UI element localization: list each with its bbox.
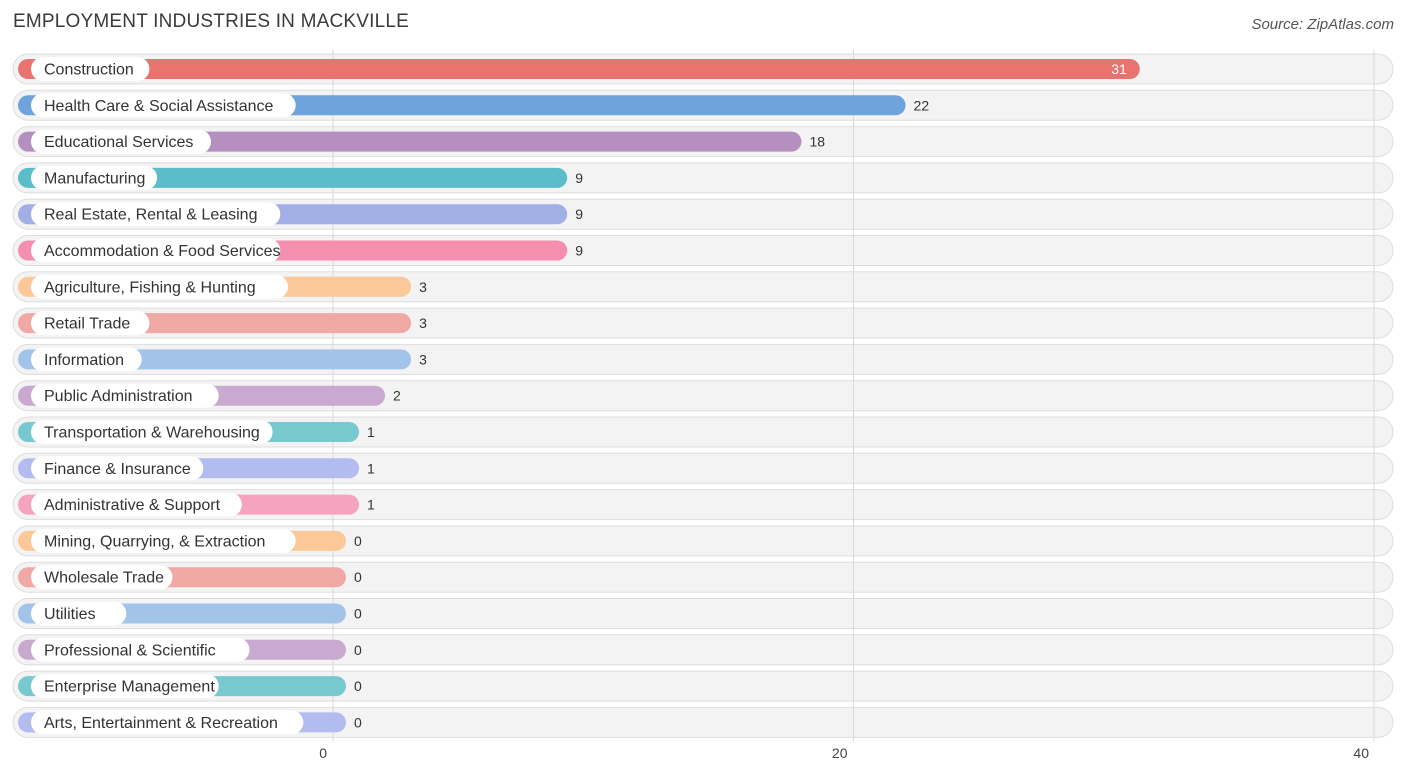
value-label: 31 <box>1111 61 1127 77</box>
bar-group: Health Care & Social Assistance 22 <box>18 93 930 118</box>
row-background <box>12 598 1394 629</box>
category-label: Real Estate, Rental & Leasing <box>44 207 257 224</box>
bar-group: Finance & Insurance 1 <box>18 456 375 481</box>
category-label-pill <box>31 528 296 553</box>
bar-group: Professional & Scientific 0 <box>18 637 362 662</box>
category-label: Arts, Entertainment & Recreation <box>44 715 278 732</box>
bar-group: Retail Trade 3 <box>18 311 427 336</box>
bar-group: Agriculture, Fishing & Hunting 3 <box>18 274 427 299</box>
category-label-pill <box>31 57 150 81</box>
value-label: 1 <box>367 460 375 476</box>
bar-group: Educational Services 18 <box>18 129 825 154</box>
bar-group: Construction 31 <box>18 57 1140 81</box>
bar-group: Administrative & Support 1 <box>18 492 375 517</box>
category-label-pill <box>31 311 150 336</box>
bar-group: Wholesale Trade 0 <box>18 565 362 590</box>
value-label: 3 <box>419 315 427 331</box>
bar-group: Enterprise Management 0 <box>18 674 362 699</box>
value-label: 0 <box>354 606 362 622</box>
value-label: 18 <box>809 134 825 150</box>
category-label: Wholesale Trade <box>44 570 164 587</box>
x-tick-label: 0 <box>319 745 327 761</box>
value-label: 2 <box>393 388 401 404</box>
bar <box>18 131 802 152</box>
category-label: Construction <box>44 62 134 79</box>
category-label-pill <box>31 565 173 590</box>
category-label: Retail Trade <box>44 316 130 333</box>
x-tick-label: 20 <box>832 745 848 761</box>
value-label: 0 <box>354 714 362 730</box>
bar-group: Arts, Entertainment & Recreation 0 <box>18 710 362 735</box>
category-label-pill <box>31 492 242 517</box>
value-label: 3 <box>419 279 427 295</box>
value-label: 1 <box>367 497 375 513</box>
bar-group: Manufacturing 9 <box>18 165 583 190</box>
value-label: 1 <box>367 424 375 440</box>
category-label-pill <box>31 202 281 227</box>
category-label: Educational Services <box>44 134 193 151</box>
category-label-pill <box>31 710 304 735</box>
bar-group: Transportation & Warehousing 1 <box>18 420 375 444</box>
row-background <box>12 561 1394 593</box>
row-background <box>12 706 1394 738</box>
category-label-pill <box>31 93 296 118</box>
category-label: Health Care & Social Assistance <box>44 98 274 115</box>
x-tick-label: 40 <box>1353 745 1369 761</box>
category-label: Transportation & Warehousing <box>44 425 260 442</box>
bar-group: Real Estate, Rental & Leasing 9 <box>18 202 583 227</box>
category-label: Enterprise Management <box>44 679 215 696</box>
category-label: Manufacturing <box>44 170 145 187</box>
category-label-pill <box>31 238 281 263</box>
category-label-pill <box>31 674 219 699</box>
category-label-pill <box>31 165 158 190</box>
category-label: Administrative & Support <box>44 497 221 514</box>
category-label-pill <box>31 129 211 154</box>
bar <box>18 59 1140 79</box>
bar-group: Accommodation & Food Services 9 <box>18 238 583 263</box>
value-label: 3 <box>419 351 427 367</box>
category-label: Professional & Scientific <box>44 642 216 659</box>
value-label: 0 <box>354 678 362 694</box>
source-credit: Source: ZipAtlas.com <box>1251 16 1394 33</box>
value-label: 0 <box>354 569 362 585</box>
bar-group: Utilities 0 <box>18 601 362 626</box>
row-background <box>12 634 1394 666</box>
value-label: 0 <box>354 533 362 549</box>
value-label: 9 <box>575 243 583 259</box>
bar-group: Information 3 <box>18 347 427 372</box>
value-label: 22 <box>914 97 930 113</box>
bar-group: Mining, Quarrying, & Extraction 0 <box>18 528 362 553</box>
row-background <box>12 489 1394 521</box>
bar-group: Public Administration 2 <box>18 383 401 408</box>
category-label: Utilities <box>44 606 96 623</box>
category-label: Public Administration <box>44 388 193 405</box>
category-label: Information <box>44 352 124 369</box>
chart-title: EMPLOYMENT INDUSTRIES IN MACKVILLE <box>13 11 410 32</box>
value-label: 9 <box>575 170 583 186</box>
category-label-pill <box>31 347 142 372</box>
value-label: 0 <box>354 642 362 658</box>
category-label: Accommodation & Food Services <box>44 243 281 260</box>
category-label-pill <box>31 456 204 481</box>
row-background <box>12 525 1394 557</box>
row-background <box>12 670 1394 702</box>
row-background <box>12 416 1394 448</box>
row-background <box>12 452 1394 484</box>
category-label-pill <box>31 601 127 626</box>
category-label: Mining, Quarrying, & Extraction <box>44 533 265 550</box>
category-label: Agriculture, Fishing & Hunting <box>44 279 256 296</box>
category-label-pill <box>31 420 273 444</box>
category-label-pill <box>31 383 219 408</box>
value-label: 9 <box>575 206 583 222</box>
category-label-pill <box>31 274 288 299</box>
category-label: Finance & Insurance <box>44 461 191 478</box>
category-label-pill <box>31 637 250 662</box>
